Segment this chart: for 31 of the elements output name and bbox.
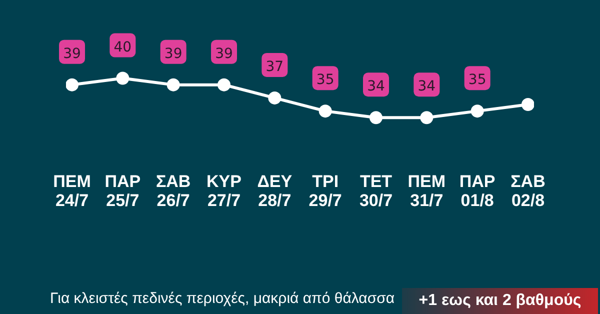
data-label: 39 [215,46,233,62]
point [470,104,484,118]
x-tick-label: ΤΡΙ 29/7 [308,172,342,210]
point [66,78,78,92]
text: +1 εως και 2 βαθμούς [402,288,598,314]
point [166,78,180,92]
point [318,104,332,118]
text: Για κλειστές πεδινές περιοχές, μακριά από θάλασσα [50,290,395,307]
x-tick-label: ΔΕΥ 28/7 [257,172,293,210]
x-tick-label: ΠΕΜ 24/7 [53,172,91,210]
x-tick-label: ΣΑΒ 26/7 [156,172,191,210]
data-label: 37 [266,58,284,75]
x-tick-label: ΣΑΒ 02/8 [510,172,546,210]
data-label: 34 [367,78,385,95]
data-label: 39 [164,46,182,62]
data-label: 35 [468,72,486,88]
x-tick-label: ΚΥΡ 27/7 [206,172,242,210]
data-label: 34 [418,78,436,95]
point [522,98,534,111]
point [268,91,282,104]
point [370,111,382,124]
point [218,78,230,92]
x-tick-label: ΠΑΡ 01/8 [459,172,496,210]
x-tick-label: ΤΕΤ 30/7 [359,172,393,210]
data-label: 39 [63,46,81,62]
x-tick-label: ΠΑΡ 25/7 [104,172,141,210]
x-tick-label: ΠΕΜ 31/7 [408,172,446,210]
data-label: 35 [316,72,334,88]
data-label: 40 [114,39,132,56]
point [420,111,434,124]
point [116,72,130,85]
